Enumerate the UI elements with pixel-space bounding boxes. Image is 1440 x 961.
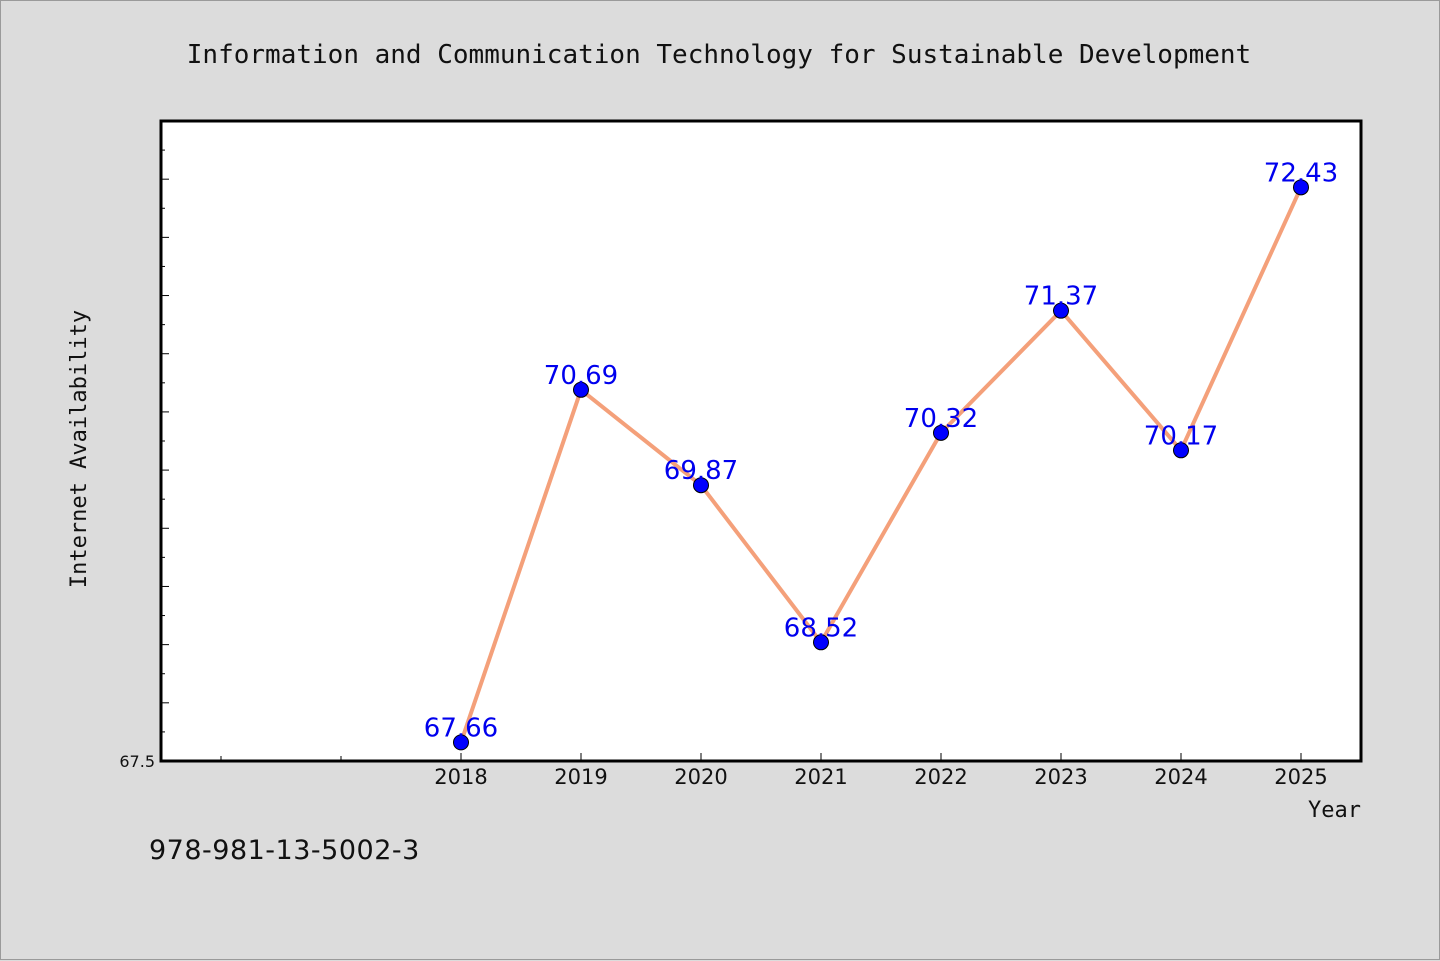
data-point	[573, 381, 589, 398]
data-label: 67.66	[424, 713, 498, 743]
x-tick-label: 2021	[794, 765, 847, 789]
x-tick-label: 2019	[554, 765, 607, 789]
data-point	[1173, 442, 1189, 459]
x-axis-label: Year	[1308, 798, 1361, 823]
data-label: 70.17	[1144, 421, 1218, 451]
data-label: 72.43	[1264, 158, 1338, 188]
x-tick-label: 2023	[1034, 765, 1087, 789]
data-point	[1293, 179, 1309, 196]
data-point	[813, 634, 829, 651]
x-tick-label: 2020	[674, 765, 727, 789]
y-tick-label: 67.5	[119, 752, 155, 771]
x-tick-label: 2025	[1274, 765, 1327, 789]
series-line	[459, 186, 1303, 744]
data-label: 71.37	[1024, 282, 1098, 312]
data-label: 70.69	[544, 361, 618, 391]
chart-title: Information and Communication Technology…	[187, 40, 1251, 70]
x-tick-label: 2024	[1154, 765, 1207, 789]
plot-area: 67.5 2018 2019 2020 2021 2022 2023 2024 2025 67.6…	[119, 119, 1363, 789]
x-tick-label: 2022	[914, 765, 967, 789]
plot-frame	[159, 119, 1363, 763]
data-label: 69.87	[664, 456, 738, 486]
x-tick-label: 2018	[434, 765, 487, 789]
data-label: 68.52	[784, 613, 858, 643]
data-point	[453, 734, 469, 751]
data-point	[693, 477, 709, 494]
data-label: 70.32	[904, 404, 978, 434]
data-point	[1053, 302, 1069, 319]
isbn-caption: 978-981-13-5002-3	[149, 835, 420, 866]
y-axis-label: Internet Availability	[67, 310, 92, 588]
data-point	[933, 424, 949, 441]
